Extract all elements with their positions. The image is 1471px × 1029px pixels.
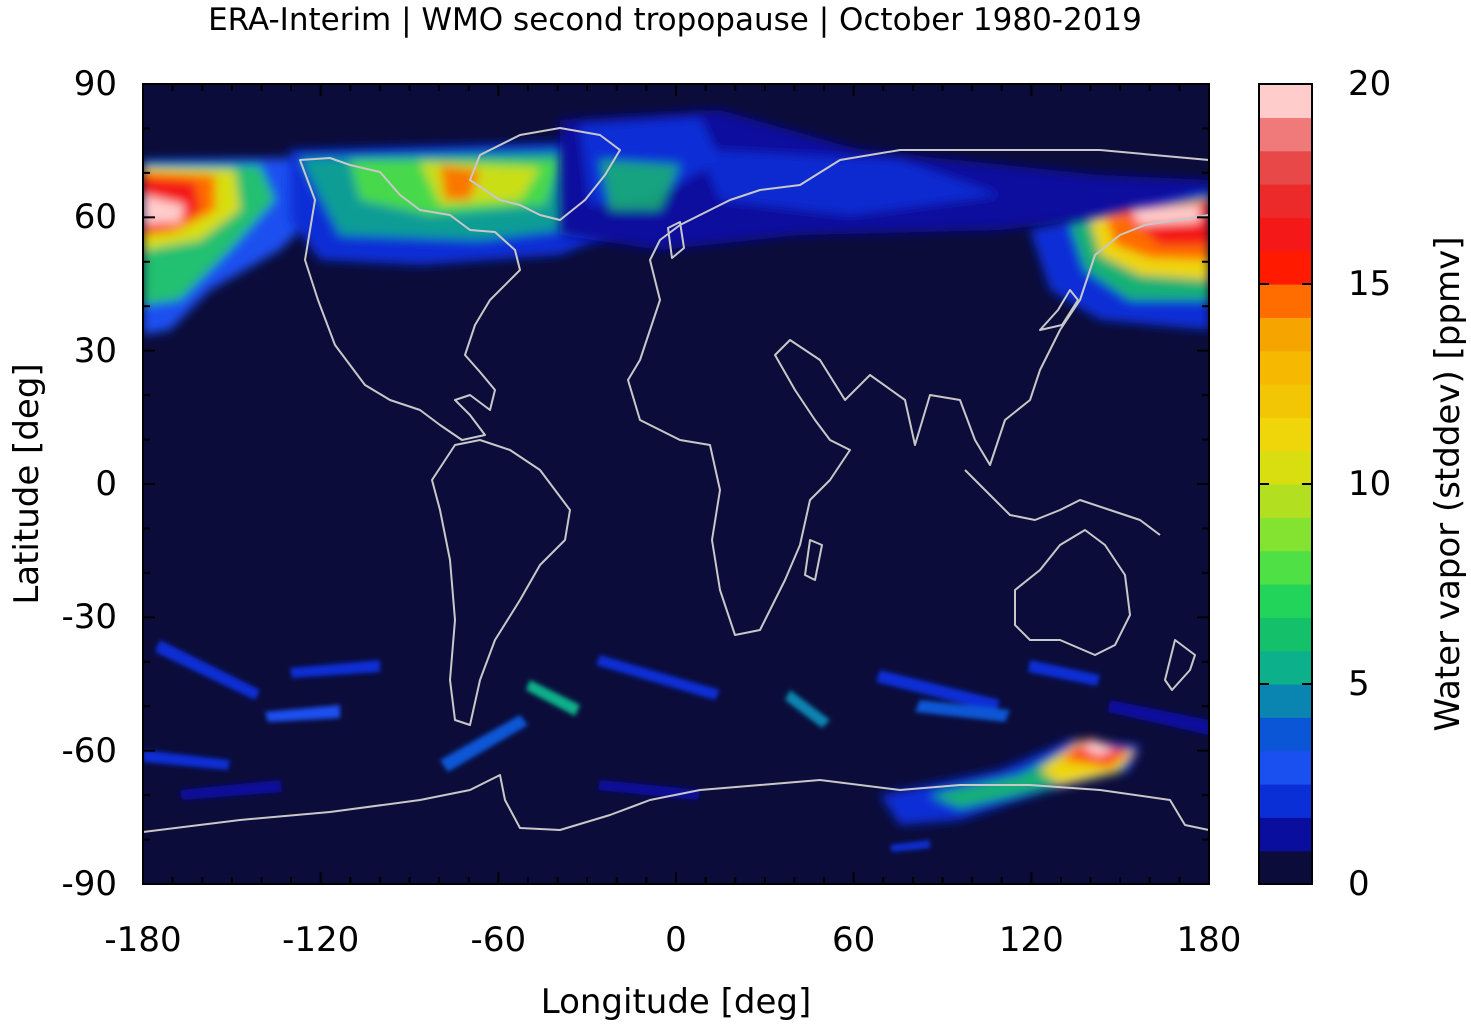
- colorbar-level: [1259, 317, 1312, 352]
- y-axis-label: Latitude [deg]: [7, 363, 47, 605]
- heat-north-pacific: [143, 158, 330, 335]
- heat-southern-ocean: [880, 738, 1140, 825]
- y-tick-label: -30: [61, 597, 117, 638]
- colorbar-level: [1259, 117, 1312, 152]
- colorbar-level: [1259, 450, 1312, 485]
- colorbar-level: [1259, 850, 1312, 885]
- x-tick-label: -180: [104, 920, 182, 960]
- colorbar-tick-label: 10: [1348, 464, 1392, 504]
- colorbar-frame: [1258, 83, 1313, 885]
- y-tick-label: 90: [73, 64, 117, 104]
- colorbar-level: [1259, 650, 1312, 685]
- coastline-uk: [667, 221, 685, 259]
- colorbar-tick-label: 20: [1348, 64, 1392, 104]
- colorbar-level: [1259, 617, 1312, 652]
- colorbar-level: [1259, 784, 1312, 818]
- y-tick-label: 30: [73, 330, 117, 371]
- y-tick-label: -60: [61, 730, 117, 771]
- coastline-eurasia-africa: [627, 149, 1209, 636]
- colorbar-level: [1259, 517, 1312, 552]
- colorbar-level: [1259, 484, 1312, 518]
- coastline-japan: [1039, 289, 1079, 331]
- chart-title: ERA-Interim | WMO second tropopause | Oc…: [208, 2, 1142, 38]
- colorbar-label: Water vapor (stddev) [ppmv]: [1428, 236, 1468, 732]
- colorbar-level: [1259, 150, 1312, 185]
- x-axis-label: Longitude [deg]: [540, 982, 812, 1022]
- colorbar-level: [1259, 717, 1312, 752]
- colorbar-tick-label: 15: [1348, 264, 1392, 304]
- y-tick-label: 60: [73, 197, 117, 238]
- coastlines: [143, 127, 1209, 833]
- colorbar-level: [1259, 84, 1312, 118]
- y-tick-label: -90: [61, 864, 117, 904]
- colorbar-level: [1259, 350, 1312, 385]
- colorbar-level: [1259, 284, 1312, 318]
- colorbar-level: [1259, 417, 1312, 452]
- coastline-madagascar: [804, 539, 823, 581]
- axis-ticks: [142, 83, 1210, 885]
- coastline-south-america: [431, 439, 571, 726]
- colorbar-level: [1259, 817, 1312, 852]
- colorbar-tick-label: 5: [1348, 664, 1370, 704]
- heat-north-atlantic: [560, 110, 1209, 250]
- colorbar-level: [1259, 684, 1312, 718]
- x-tick-label: -120: [282, 920, 360, 960]
- colorbar-tick-label: 0: [1348, 864, 1370, 904]
- coastline-new-zealand: [1164, 639, 1196, 691]
- colorbar-level: [1259, 384, 1312, 418]
- colorbar-level: [1259, 250, 1312, 285]
- coastline-greenland: [469, 127, 621, 221]
- coastline-australia: [1014, 529, 1131, 656]
- coastline-north-america: [299, 157, 521, 441]
- colorbar-level: [1259, 550, 1312, 585]
- colorbar: [1259, 83, 1312, 885]
- x-tick-label: -60: [470, 920, 527, 960]
- y-tick-label: 0: [95, 464, 117, 504]
- coastline-antarctica: [143, 774, 1209, 833]
- colorbar-level: [1259, 184, 1312, 218]
- colorbar-level: [1259, 584, 1312, 618]
- coastline-indonesia: [964, 469, 1161, 536]
- x-tick-label: 180: [1176, 920, 1242, 960]
- heat-southern-streaks: [143, 640, 1209, 852]
- x-tick-label: 0: [665, 920, 687, 960]
- x-tick-label: 60: [832, 920, 876, 960]
- colorbar-level: [1259, 217, 1312, 252]
- colorbar-level: [1259, 750, 1312, 785]
- x-tick-label: 120: [998, 920, 1064, 960]
